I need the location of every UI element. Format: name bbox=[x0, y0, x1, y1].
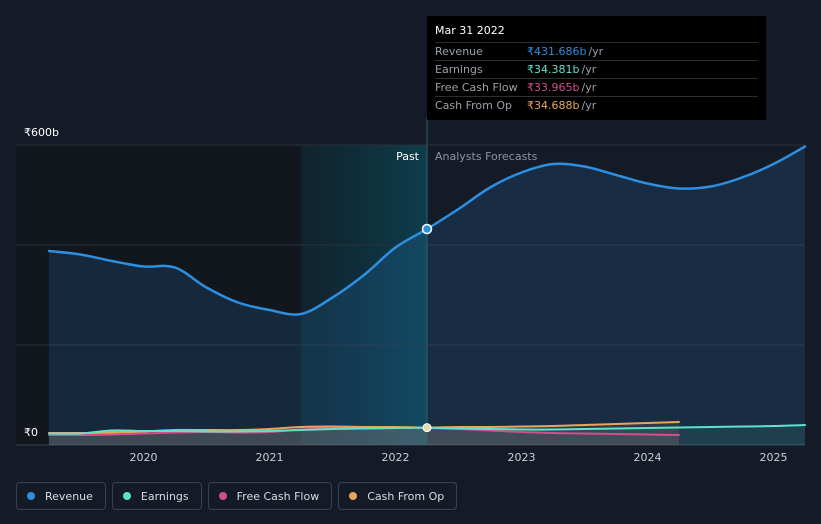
legend-label: Free Cash Flow bbox=[236, 489, 320, 503]
legend-dot bbox=[218, 492, 227, 500]
tooltip-value: ₹431.686b bbox=[527, 45, 587, 58]
tooltip-date: Mar 31 2022 bbox=[435, 24, 505, 37]
tooltip-unit: /yr bbox=[581, 99, 597, 112]
legend-dot bbox=[122, 492, 131, 500]
tooltip-row-free-cash-flow: Free Cash Flow ₹33.965b /yr bbox=[435, 78, 758, 96]
x-tick-label: 2023 bbox=[508, 451, 536, 464]
legend-dot bbox=[27, 492, 35, 500]
tooltip-label: Revenue bbox=[435, 45, 483, 58]
tooltip-value: ₹33.965b bbox=[527, 81, 580, 94]
legend-label: Cash From Op bbox=[367, 489, 445, 503]
tooltip-value: ₹34.688b bbox=[527, 99, 580, 112]
revenue-hover-marker bbox=[421, 223, 433, 235]
x-tick-label: 2024 bbox=[634, 451, 662, 464]
tooltip-unit: /yr bbox=[588, 45, 604, 58]
highlight-region bbox=[301, 145, 427, 445]
chart-canvas: Past Analysts Forecasts ₹600b ₹0 2020 202… bbox=[16, 118, 807, 464]
tooltip-label: Free Cash Flow bbox=[435, 81, 518, 94]
legend-label: Earnings bbox=[140, 489, 189, 503]
x-tick-label: 2021 bbox=[256, 451, 284, 464]
legend-item-earnings[interactable]: Earnings bbox=[111, 482, 202, 510]
x-tick-label: 2020 bbox=[130, 451, 158, 464]
tooltip-value: ₹34.381b bbox=[527, 63, 580, 76]
x-tick-label: 2022 bbox=[382, 451, 410, 464]
tooltip-label: Cash From Op bbox=[435, 99, 513, 112]
tooltip-row-earnings: Earnings ₹34.381b /yr bbox=[435, 60, 758, 78]
tooltip: Mar 31 2022 Revenue ₹431.686b /yr Earnin… bbox=[427, 16, 766, 120]
series-area-cash-from-op bbox=[49, 422, 679, 445]
legend-dot bbox=[349, 492, 358, 500]
x-tick-label: 2025 bbox=[760, 451, 788, 464]
tooltip-row-cash-from-op: Cash From Op ₹34.688b /yr bbox=[435, 96, 758, 114]
tooltip-label: Earnings bbox=[435, 63, 483, 76]
legend-label: Revenue bbox=[45, 489, 93, 503]
chart-legend: Revenue Earnings Free Cash Flow Cash Fro… bbox=[16, 482, 458, 510]
legend-item-cash-from-op[interactable]: Cash From Op bbox=[338, 482, 458, 510]
y-axis-bottom-label: ₹0 bbox=[24, 426, 38, 439]
small-series-hover-marker bbox=[422, 423, 432, 433]
forecast-label: Analysts Forecasts bbox=[435, 150, 538, 163]
tooltip-row-revenue: Revenue ₹431.686b /yr bbox=[435, 42, 758, 60]
y-axis-top-label: ₹600b bbox=[24, 126, 59, 139]
legend-item-revenue[interactable]: Revenue bbox=[16, 482, 106, 510]
tooltip-unit: /yr bbox=[581, 81, 597, 94]
legend-item-free-cash-flow[interactable]: Free Cash Flow bbox=[207, 482, 333, 510]
tooltip-unit: /yr bbox=[581, 63, 597, 76]
past-label: Past bbox=[396, 150, 420, 163]
